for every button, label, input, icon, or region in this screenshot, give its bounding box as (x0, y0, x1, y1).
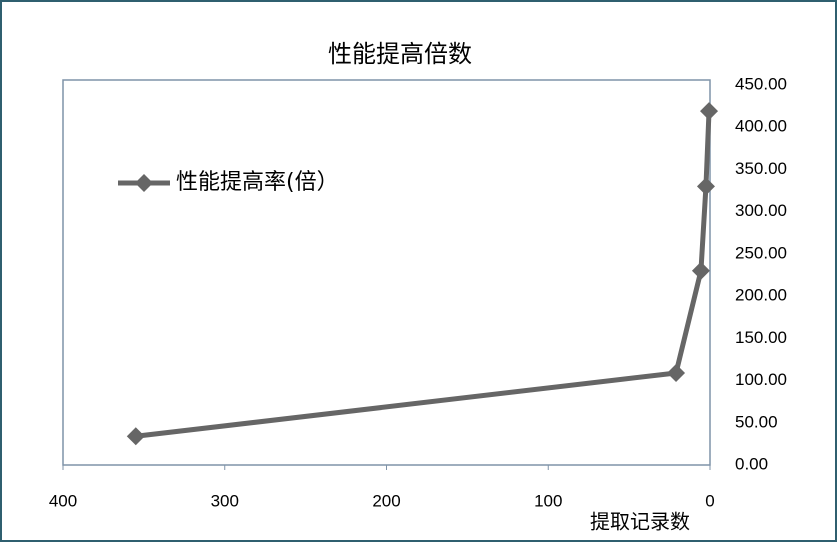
data-point (700, 102, 719, 121)
x-axis-label: 提取记录数 (590, 510, 690, 534)
x-tick-label: 200 (372, 491, 400, 510)
y-tick-label: 150.00 (735, 328, 787, 347)
legend-label: 性能提高率(倍） (176, 170, 339, 195)
y-tick-label: 200.00 (735, 286, 787, 305)
y-tick-label: 0.00 (735, 454, 768, 473)
data-point (667, 363, 686, 382)
y-tick-label: 450.00 (735, 74, 787, 93)
chart-title: 性能提高倍数 (328, 40, 472, 68)
y-tick-label: 350.00 (735, 159, 787, 178)
x-tick-label: 0 (705, 491, 714, 510)
y-tick-label: 300.00 (735, 201, 787, 220)
x-tick-label: 300 (211, 491, 239, 510)
data-point (691, 261, 710, 280)
y-tick-label: 100.00 (735, 370, 787, 389)
data-point (126, 427, 145, 446)
x-tick-label: 400 (49, 491, 77, 510)
legend-marker (135, 174, 153, 192)
data-point (696, 177, 715, 196)
y-tick-label: 250.00 (735, 243, 787, 262)
y-tick-label: 400.00 (735, 117, 787, 136)
x-tick-label: 100 (534, 491, 562, 510)
y-tick-label: 50.00 (735, 412, 778, 431)
